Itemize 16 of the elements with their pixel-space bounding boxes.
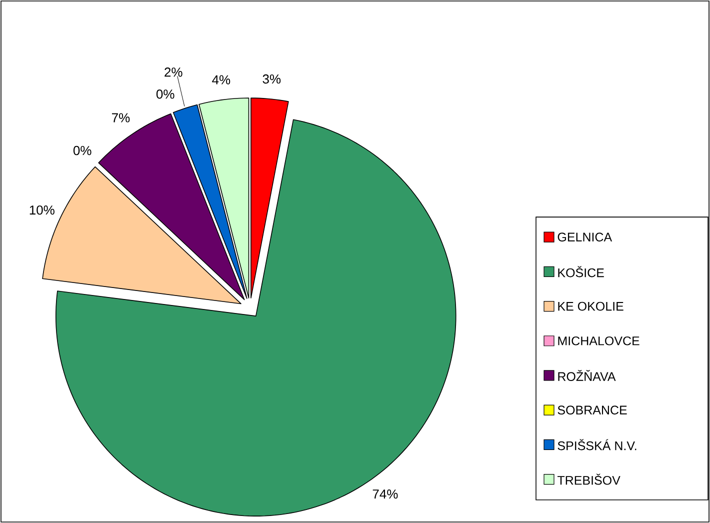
data-label: 4%: [212, 75, 230, 84]
legend-label: GELNICA: [558, 232, 612, 242]
legend-label: SPIŠSKÁ N.V.: [558, 439, 636, 450]
text: 0%: [156, 90, 174, 99]
data-label: 2%: [164, 68, 182, 77]
data-label: 74%: [372, 490, 398, 499]
legend-label: MICHALOVCE: [558, 336, 640, 346]
legend-label: KOŠICE: [558, 266, 604, 278]
legend-label: TREBIŠOV: [557, 474, 620, 485]
text: 0%: [73, 146, 92, 156]
data-label: 3%: [262, 74, 281, 84]
legend-label: KE OKOLIE: [558, 302, 624, 311]
data-label: 10%: [30, 205, 54, 215]
legend-label: SOBRANCE: [558, 406, 627, 415]
data-label: 7%: [112, 113, 130, 122]
legend-label: ROŽŇAVA: [558, 370, 616, 382]
